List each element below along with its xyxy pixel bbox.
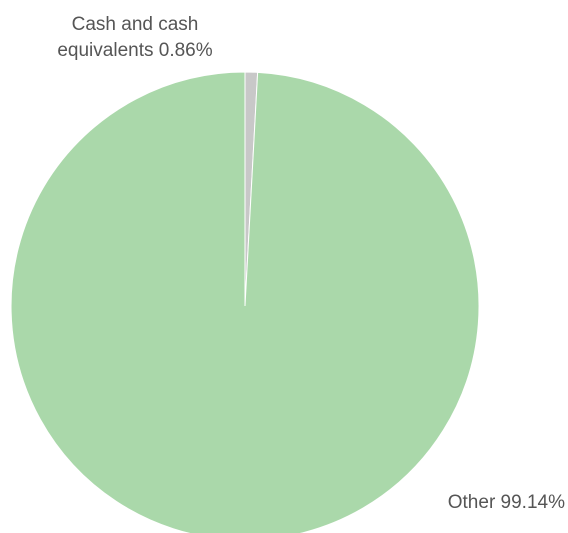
slice-label-0: Cash and cash equivalents 0.86% bbox=[57, 14, 212, 61]
pie-slices bbox=[10, 71, 480, 533]
slice-labels: Cash and cash equivalents 0.86% Other 99.1… bbox=[57, 14, 565, 513]
slice-label-0-line-0: Cash and cash bbox=[72, 14, 199, 35]
slice-label-1: Other 99.14% bbox=[448, 492, 565, 513]
slice-label-0-line-1: equivalents 0.86% bbox=[57, 40, 212, 61]
slice-label-1-line-0: Other 99.14% bbox=[448, 492, 565, 513]
pie-slice-1 bbox=[10, 71, 480, 533]
